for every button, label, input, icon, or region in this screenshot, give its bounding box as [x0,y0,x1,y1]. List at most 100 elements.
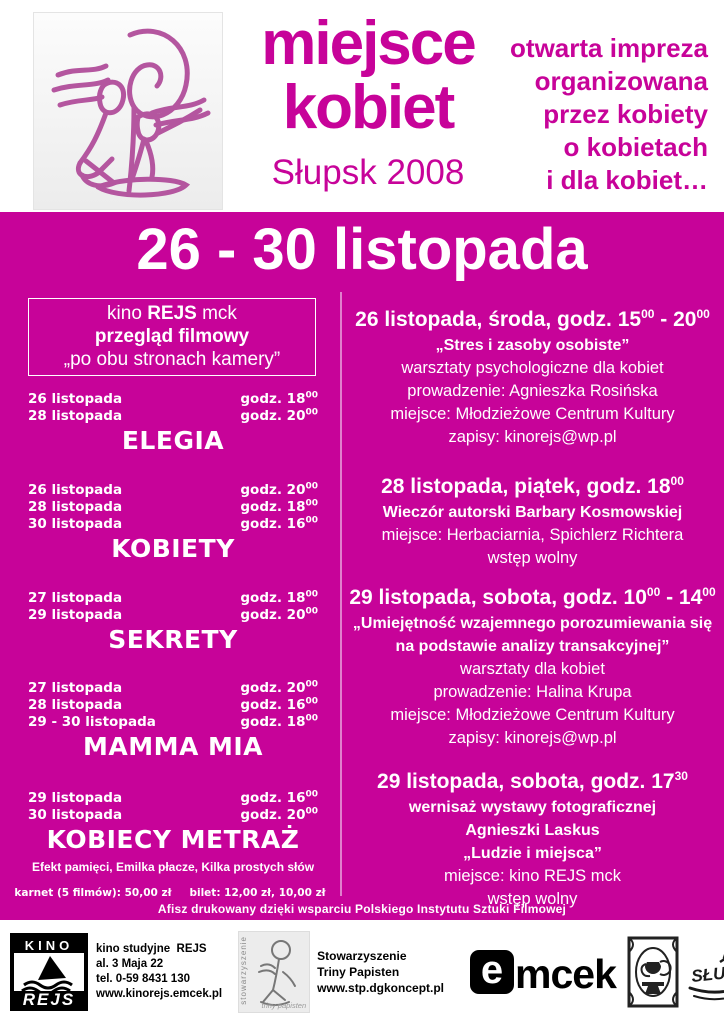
poster-title: miejsce kobiet Słupsk 2008 [226,12,510,193]
showing-row: 29 - 30 listopada godz. 1800 [28,714,318,731]
kino-logo-bottom-text: REJS [23,990,75,1009]
program-name: przegląd filmowy [94,326,250,347]
price-karnet: karnet (5 filmów): 50,00 zł [14,887,172,899]
event-line: „Stres i zasoby osobiste” [435,337,630,354]
event-line: warsztaty dla kobiet [460,660,605,678]
showing-time: godz. 1800 [240,390,318,407]
cinema-suffix: mck [196,303,237,324]
event-heading: 28 listopada, piątek, godz. 1800 [381,474,684,498]
showing-date: 27 listopada [28,680,123,696]
cinema-name: REJS [147,303,197,324]
cinema-info-box: kino REJS mck przegląd filmowy „po obu s… [28,298,316,376]
film-group-elegia: 26 listopada godz. 1800 28 listopada godz.… [28,391,318,455]
showing-date: 29 - 30 listopada [28,714,156,730]
triny-figure-icon [258,940,297,1006]
film-group-sekrety: 27 listopada godz. 1800 29 listopada godz.… [28,590,318,654]
price-bilet: bilet: 12,00 zł, 10,00 zł [189,887,326,899]
film-title: KOBIECY METRAŻ [46,825,300,854]
kino-logo-top-text: KINO [25,938,74,953]
emcek-logo: e mcek [470,948,617,997]
event-heading: 29 listopada, sobota, godz. 1000 - 1400 [349,585,716,609]
event-heading: 26 listopada, środa, godz. 1500 - 2000 [355,307,710,331]
event-line: prowadzenie: Agnieszka Rosińska [407,382,658,400]
kino-rejs-logo: KINO REJS [10,933,88,1011]
event-line: zapisy: kinorejs@wp.pl [448,729,617,747]
showing-time: godz. 2000 [240,407,318,424]
showing-date: 27 listopada [28,590,123,606]
showing-time: godz. 1600 [240,696,318,713]
title-line-2: kobiet [282,73,456,142]
triny-papisten-logo: stowarzyszenie triny papisten [238,931,311,1013]
header: miejsce kobiet Słupsk 2008 otwarta impre… [0,0,724,212]
film-group-mamma-mia: 27 listopada godz. 2000 28 listopada godz.… [28,680,318,761]
showing-date: 26 listopada [28,391,123,407]
tagline-line: przez kobiety [543,99,708,129]
event-line: miejsce: Herbaciarnia, Spichlerz Richter… [381,526,684,544]
showing-row: 28 listopada godz. 1800 [28,499,318,516]
event-line: na podstawie analizy transakcyjnej” [395,638,670,655]
showing-time: godz. 2000 [240,606,318,623]
showing-row: 30 listopada godz. 1600 [28,516,318,533]
showing-date: 29 listopada [28,607,123,623]
event-line: warsztaty psychologiczne dla kobiet [401,359,664,377]
showing-row: 26 listopada godz. 1800 [28,391,318,408]
tagline-line: otwarta impreza [510,33,708,63]
showing-time: godz. 1800 [240,589,318,606]
showing-date: 30 listopada [28,807,123,823]
event-line: zapisy: kinorejs@wp.pl [448,428,617,446]
date-banner-text: 26 - 30 listopada [136,217,588,282]
ornate-stamp-logo [627,936,679,1008]
main-content: kino REJS mck przegląd filmowy „po obu s… [0,288,724,920]
showing-time: godz. 2000 [240,481,318,498]
showing-time: godz. 2000 [240,679,318,696]
emcek-e-mark: e [470,948,515,994]
showing-time: godz. 1800 [240,498,318,515]
event-line: miejsce: kino REJS mck [444,867,621,885]
showing-row: 28 listopada godz. 2000 [28,408,318,425]
emcek-wordmark: mcek [515,951,617,997]
slupsk-city-logo: SŁUPSK [688,953,724,1001]
cinema-prefix: kino [107,303,148,324]
film-title: ELEGIA [121,426,225,455]
showing-row: 27 listopada godz. 1800 [28,590,318,607]
tagline-line: organizowana [534,66,708,96]
title-line-1: miejsce [261,9,477,78]
event-line: „Ludzie i miejsca” [463,845,602,862]
triny-vertical-text: stowarzyszenie [239,936,249,1005]
showing-date: 29 listopada [28,790,123,806]
showing-time: godz. 1600 [240,789,318,806]
event-wernisaz: 29 listopada, sobota, godz. 1730 wernisa… [345,768,720,911]
showing-row: 29 listopada godz. 1600 [28,790,318,807]
event-line: miejsce: Młodzieżowe Centrum Kultury [390,706,675,724]
film-title: SEKRETY [108,625,238,654]
event-warsztaty-stres: 26 listopada, środa, godz. 1500 - 2000 „… [345,306,720,449]
showing-date: 28 listopada [28,408,123,424]
kino-rejs-address: kino studyjne REJS al. 3 Maja 22 tel. 0-… [96,943,223,1000]
event-line: Agnieszki Laskus [465,822,600,839]
program-motto: „po obu stronach kamery” [63,349,281,370]
triny-caption: triny papisten [261,1001,307,1010]
showing-row: 27 listopada godz. 2000 [28,680,318,697]
showing-row: 26 listopada godz. 2000 [28,482,318,499]
event-line: wstęp wolny [487,549,578,567]
tagline-line: i dla kobiet… [546,165,708,195]
date-banner: 26 - 30 listopada [0,212,724,288]
event-line: Wieczór autorski Barbary Kosmowskiej [382,504,683,521]
events-column: 26 listopada, środa, godz. 1500 - 2000 „… [345,288,720,911]
showing-time: godz. 2000 [240,806,318,823]
tagline-line: o kobietach [563,132,708,162]
event-wieczor-autorski: 28 listopada, piątek, godz. 1800 Wieczór… [345,473,720,570]
cinema-name-line: kino REJS mck [29,302,315,325]
stowarzyszenie-address: Stowarzyszenie Triny Papisten www.stp.dg… [317,949,445,995]
showing-date: 28 listopada [28,499,123,515]
event-line: wernisaż wystawy fotograficznej [408,799,657,816]
film-subtitle: Efekt pamięci, Emilka płacze, Kilka pros… [31,860,315,874]
column-divider [340,292,342,896]
poster-subtitle: Słupsk 2008 [271,153,465,192]
showing-date: 30 listopada [28,516,123,532]
film-title: MAMMA MIA [82,732,264,761]
footer: KINO REJS kino studyjne REJS al. 3 Maja … [0,920,724,1024]
sponsor-credit-line: Afisz drukowany dzięki wsparciu Polskieg… [157,902,567,916]
event-line: wstęp wolny [487,890,578,908]
